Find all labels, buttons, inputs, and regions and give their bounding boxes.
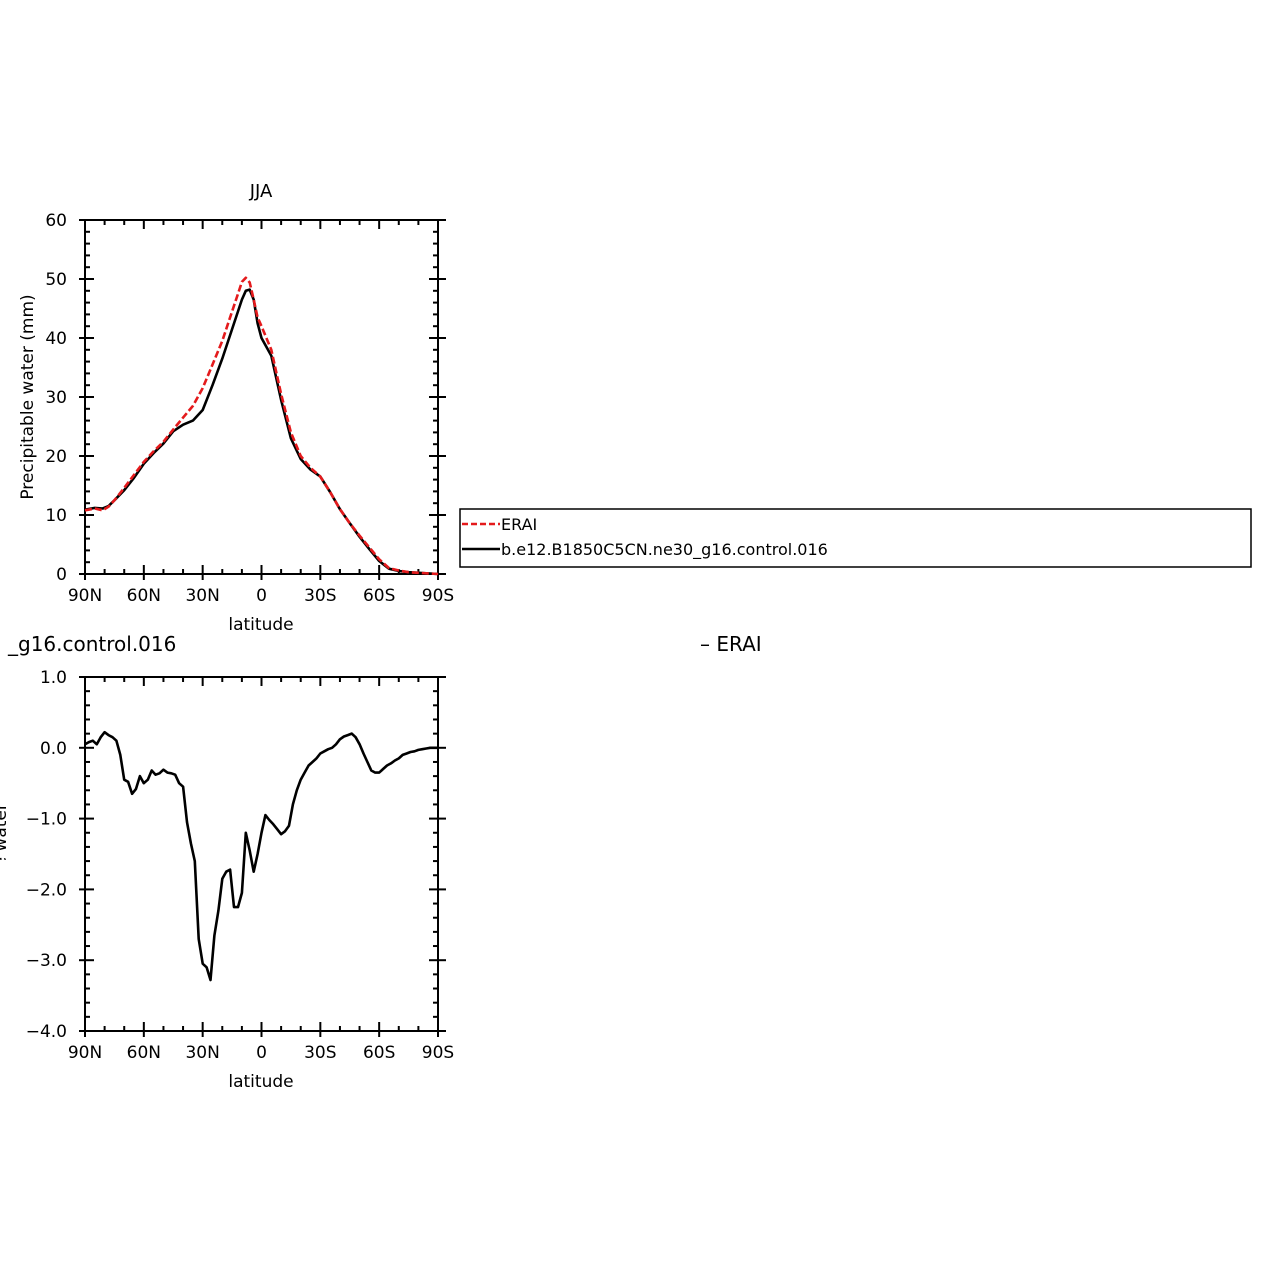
bottom-plot-frame [84, 676, 439, 1032]
legend-box [459, 508, 1252, 568]
series-line-erai [84, 276, 439, 576]
y-tick-label: 30 [45, 388, 67, 408]
x-tick-label: 90S [422, 1043, 454, 1063]
x-tick-label: 30S [304, 1043, 336, 1063]
x-tick-label: 90S [422, 586, 454, 606]
y-tick-label: 1.0 [40, 668, 67, 688]
series-line-b-e12-b1850c5cn-ne30-g16-control-016 [84, 288, 439, 576]
y-tick-label: 10 [45, 506, 67, 526]
x-tick-label: 30N [185, 1043, 219, 1063]
x-tick-label: 90N [68, 586, 102, 606]
x-tick-label: 60S [363, 1043, 395, 1063]
top-panel: JJA 90N 60N 30N 0 30S 60S 90S 0 10 20 30 40 50 60 lat… [18, 181, 454, 635]
y-tick-label: −1.0 [26, 810, 67, 830]
top-plot-frame [84, 219, 439, 575]
x-tick-label: 30N [185, 586, 219, 606]
y-tick-label: 0 [56, 565, 67, 585]
top-panel-title: JJA [249, 181, 273, 202]
bottom-panel: _g16.control.016 – ERAI 90N 60N 30N 0 30S 60S… [0, 632, 762, 1092]
legend-label-erai: ERAI [501, 515, 537, 534]
y-tick-label: −3.0 [26, 951, 67, 971]
top-x-axis-label: latitude [228, 615, 293, 635]
x-tick-label: 0 [256, 586, 267, 606]
y-tick-label: 60 [45, 211, 67, 231]
y-tick-label: 20 [45, 447, 67, 467]
x-tick-label: 60N [127, 586, 161, 606]
y-tick-label: −4.0 [26, 1022, 67, 1042]
x-tick-label: 90N [68, 1043, 102, 1063]
top-y-axis-label: Precipitable water (mm) [18, 294, 38, 499]
bottom-panel-title-right: – ERAI [700, 632, 762, 656]
legend: ERAI b.e12.B1850C5CN.ne30_g16.control.01… [459, 508, 1252, 568]
x-tick-label: 60S [363, 586, 395, 606]
legend-label-model: b.e12.B1850C5CN.ne30_g16.control.016 [501, 540, 828, 560]
y-tick-label: 0.0 [40, 739, 67, 759]
x-tick-label: 30S [304, 586, 336, 606]
y-tick-label: 50 [45, 270, 67, 290]
x-tick-label: 60N [127, 1043, 161, 1063]
y-tick-label: −2.0 [26, 880, 67, 900]
series-line-difference [84, 730, 438, 982]
y-tick-label: 40 [45, 329, 67, 349]
bottom-panel-title-left: _g16.control.016 [7, 632, 176, 656]
bottom-y-axis-label: Precipitable water (mm) [0, 751, 11, 956]
x-tick-label: 0 [256, 1043, 267, 1063]
bottom-x-axis-label: latitude [228, 1072, 293, 1092]
